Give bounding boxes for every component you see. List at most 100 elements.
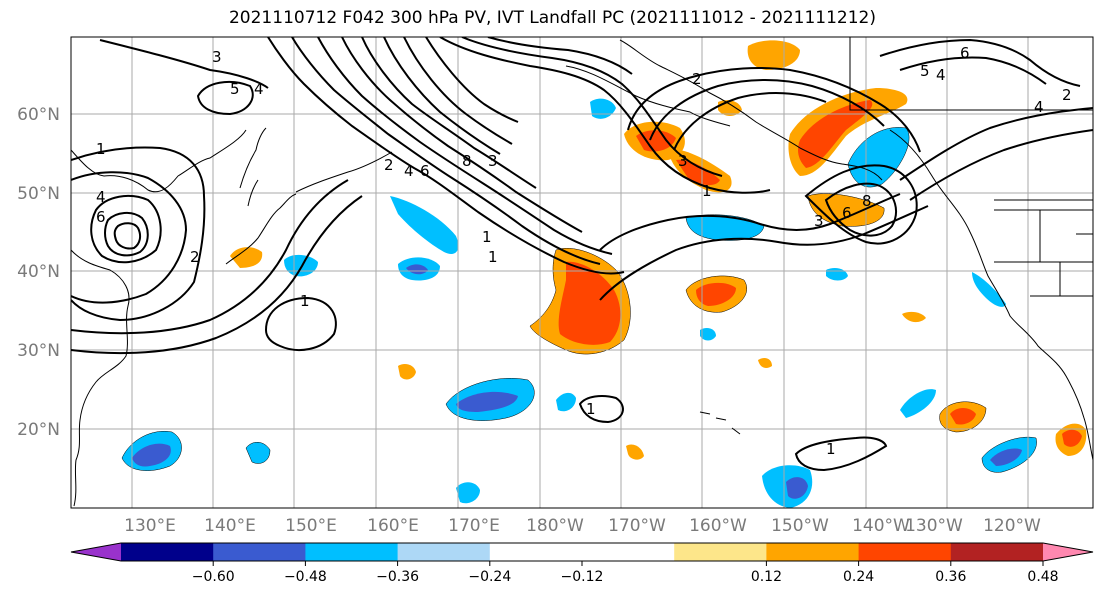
contour-label: 1 xyxy=(482,228,492,246)
contour-line xyxy=(317,37,613,255)
contour-line xyxy=(361,37,537,189)
contour-line xyxy=(71,195,363,355)
colorbar-segment xyxy=(489,543,583,561)
pos-region xyxy=(230,247,263,268)
contour-label: 8 xyxy=(462,152,472,170)
pos-region xyxy=(696,282,736,306)
neg-region xyxy=(456,482,480,504)
lat-label: 30°N xyxy=(17,341,60,361)
contour-line xyxy=(879,38,1081,87)
contour-line xyxy=(487,37,633,75)
neg-region xyxy=(390,196,459,255)
latitude-labels: 60°N 50°N 40°N 30°N 20°N xyxy=(17,105,60,440)
contour-line xyxy=(291,37,601,265)
lon-label: 130°W xyxy=(905,516,963,536)
colorbar-segment xyxy=(582,543,675,561)
contour-label: 1 xyxy=(826,440,836,458)
contour-label: 6 xyxy=(960,44,970,62)
colorbar-tick-label: −0.12 xyxy=(561,569,604,585)
contour-label: 4 xyxy=(254,80,264,98)
map-title: 2021110712 F042 300 hPa PV, IVT Landfall… xyxy=(228,8,876,28)
colorbar-segment xyxy=(766,543,860,561)
lon-label: 130°E xyxy=(124,516,176,536)
contour-label: 2 xyxy=(1062,86,1072,104)
lon-label: 160°E xyxy=(367,516,419,536)
lon-label: 140°W xyxy=(852,516,910,536)
colorbar-tick-label: 0.12 xyxy=(751,569,782,585)
contour-label: 1 xyxy=(300,292,310,310)
longitude-labels: 130°E 140°E 150°E 160°E 170°E 180°W 170°… xyxy=(124,516,1041,536)
pos-region xyxy=(902,311,926,323)
neg-region xyxy=(556,392,576,412)
contour-line xyxy=(403,37,513,145)
contour-line xyxy=(196,80,254,116)
contour-label: 3 xyxy=(488,152,498,170)
neg-region xyxy=(900,389,936,418)
lon-label: 150°E xyxy=(285,516,337,536)
contour-label: 2 xyxy=(384,156,394,174)
contour-label: 6 xyxy=(842,204,852,222)
pos-region xyxy=(676,159,720,186)
contour-label: 1 xyxy=(586,400,596,418)
colorbar-tick-label: 0.48 xyxy=(1027,569,1058,585)
lat-label: 40°N xyxy=(17,262,60,282)
contour-line xyxy=(627,67,921,153)
japan-coastline xyxy=(225,127,297,265)
colorbar-tick-label: −0.36 xyxy=(376,569,419,585)
lon-label: 170°W xyxy=(608,516,666,536)
contour-line xyxy=(71,179,349,335)
contour-label: 3 xyxy=(212,48,222,66)
contour-line xyxy=(341,37,583,233)
contour-label: 2 xyxy=(190,248,200,266)
contour-line xyxy=(439,37,771,194)
lon-label: 180°W xyxy=(526,516,584,536)
pos-region xyxy=(747,40,800,70)
neg-region xyxy=(406,264,428,275)
pos-region xyxy=(636,130,676,152)
contour-line xyxy=(899,107,1093,181)
neg-region xyxy=(786,477,808,499)
contour-line xyxy=(794,436,888,472)
contour-line xyxy=(425,37,519,123)
coastlines xyxy=(71,37,1093,507)
contour-label: 3 xyxy=(678,152,688,170)
contour-label: 4 xyxy=(1034,98,1044,116)
contour-line xyxy=(673,92,827,151)
contour-line xyxy=(99,39,269,89)
contour-line xyxy=(383,37,501,155)
contour-label: 1 xyxy=(488,248,498,266)
map-frame xyxy=(70,36,1094,509)
contour-label: 3 xyxy=(814,212,824,230)
colorbar-extend-low xyxy=(71,543,121,561)
colorbar-tick-label: −0.24 xyxy=(468,569,511,585)
colorbar-segment xyxy=(213,543,306,561)
us-state-borders xyxy=(994,209,1093,297)
contour-label: 4 xyxy=(404,162,414,180)
colorbar-segments xyxy=(70,542,1094,562)
contour-label: 5 xyxy=(230,80,240,98)
contour-line xyxy=(71,146,206,322)
lon-label: 150°W xyxy=(771,516,829,536)
lat-label: 60°N xyxy=(17,105,60,125)
contour-line xyxy=(804,164,918,245)
neg-region xyxy=(700,328,716,341)
contour-line xyxy=(649,79,885,141)
neg-region xyxy=(132,443,171,467)
hawaii-islands xyxy=(699,411,741,435)
aleutian-coastline xyxy=(295,65,731,193)
contour-label: 4 xyxy=(96,188,106,206)
pos-region xyxy=(798,100,873,168)
contour-line xyxy=(599,193,901,251)
colorbar-tick-label: 0.36 xyxy=(935,569,966,585)
colorbar-segment xyxy=(674,543,767,561)
colorbar-segment xyxy=(305,543,399,561)
contour-label: 5 xyxy=(920,62,930,80)
pos-region xyxy=(558,261,621,345)
lon-label: 120°W xyxy=(983,516,1041,536)
neg-region xyxy=(245,442,271,464)
pos-region xyxy=(398,364,416,380)
lon-label: 160°W xyxy=(689,516,747,536)
pos-region xyxy=(758,358,772,368)
contour-line xyxy=(71,171,188,304)
lat-label: 20°N xyxy=(17,420,60,440)
